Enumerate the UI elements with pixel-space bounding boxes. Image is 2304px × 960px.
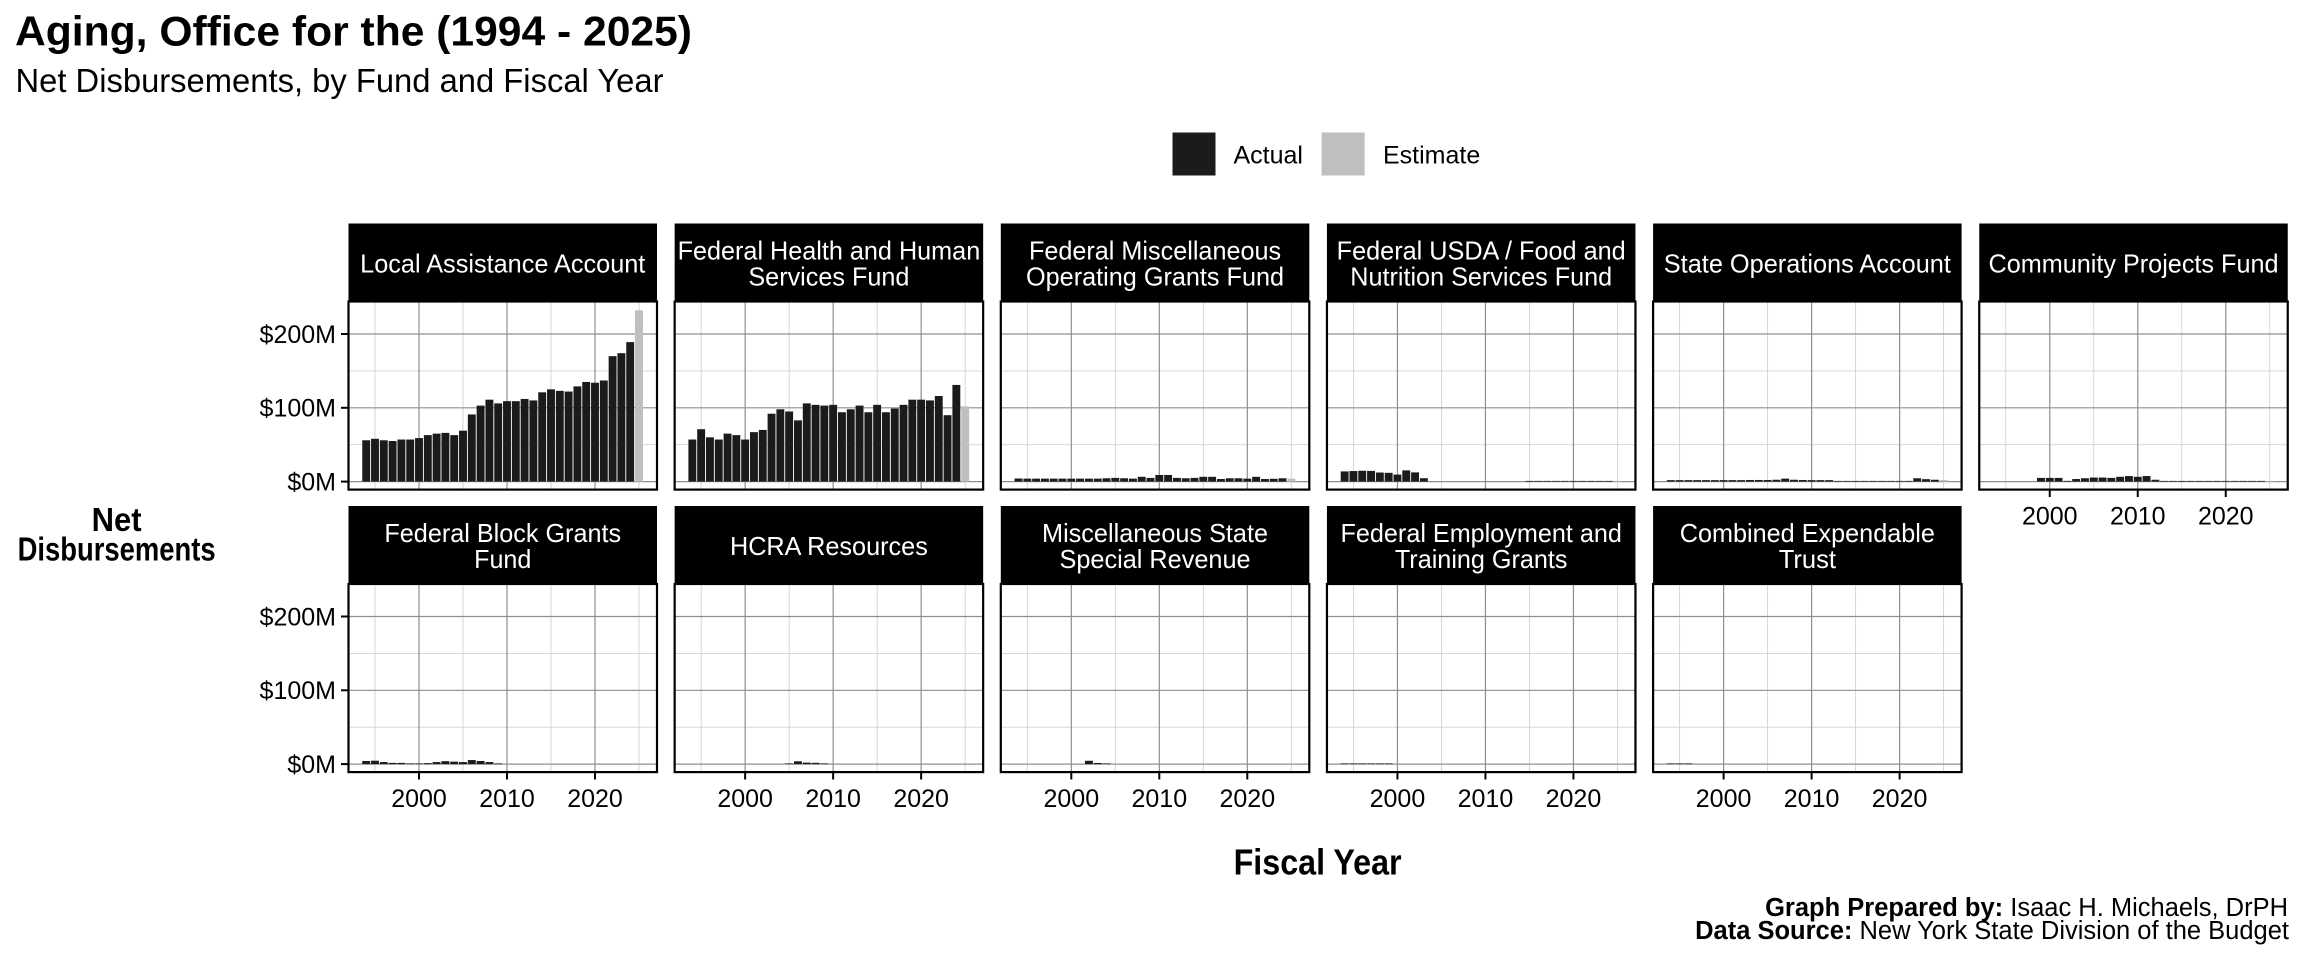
svg-text:HCRA Resources: HCRA Resources — [730, 531, 928, 561]
svg-text:Net Disbursements, by Fund and: Net Disbursements, by Fund and Fiscal Ye… — [16, 62, 664, 99]
svg-text:Federal USDA / Food and: Federal USDA / Food and — [1337, 236, 1626, 266]
svg-text:2010: 2010 — [1458, 785, 1514, 813]
svg-text:2020: 2020 — [567, 785, 623, 813]
svg-text:2020: 2020 — [2198, 502, 2254, 530]
svg-text:Graph Prepared by: Isaac H. Mi: Graph Prepared by: Isaac H. Michaels, Dr… — [1765, 894, 2288, 922]
svg-text:2010: 2010 — [479, 785, 535, 813]
svg-text:Trust: Trust — [1779, 544, 1837, 574]
svg-text:2020: 2020 — [1219, 785, 1275, 813]
svg-text:Federal Employment and: Federal Employment and — [1341, 518, 1622, 548]
svg-text:2000: 2000 — [717, 785, 773, 813]
svg-text:Federal Miscellaneous: Federal Miscellaneous — [1029, 236, 1281, 266]
svg-text:2010: 2010 — [1784, 785, 1840, 813]
svg-text:$200M: $200M — [260, 603, 336, 631]
svg-text:2000: 2000 — [1696, 785, 1752, 813]
svg-text:$0M: $0M — [287, 751, 336, 779]
svg-text:Local Assistance Account: Local Assistance Account — [360, 249, 646, 279]
svg-text:$0M: $0M — [287, 469, 336, 497]
svg-text:Federal Health and Human: Federal Health and Human — [678, 236, 981, 266]
svg-text:Operating Grants Fund: Operating Grants Fund — [1026, 261, 1284, 291]
svg-text:Nutrition Services Fund: Nutrition Services Fund — [1350, 261, 1612, 291]
svg-text:Special Revenue: Special Revenue — [1060, 544, 1251, 574]
svg-text:2000: 2000 — [2022, 502, 2078, 530]
svg-text:$100M: $100M — [260, 677, 336, 705]
svg-text:Fund: Fund — [474, 544, 531, 574]
svg-text:2010: 2010 — [1131, 785, 1187, 813]
svg-text:Community Projects Fund: Community Projects Fund — [1988, 249, 2278, 279]
svg-text:Federal Block Grants: Federal Block Grants — [384, 518, 621, 548]
svg-text:State Operations Account: State Operations Account — [1664, 249, 1952, 279]
svg-text:2020: 2020 — [893, 785, 949, 813]
svg-text:Fiscal Year: Fiscal Year — [1234, 841, 1402, 882]
svg-text:2000: 2000 — [391, 785, 447, 813]
svg-text:Estimate: Estimate — [1383, 141, 1480, 169]
svg-text:2000: 2000 — [1043, 785, 1099, 813]
svg-text:2010: 2010 — [805, 785, 861, 813]
svg-text:Miscellaneous State: Miscellaneous State — [1042, 518, 1268, 548]
svg-text:2000: 2000 — [1370, 785, 1426, 813]
svg-text:Net: Net — [92, 501, 142, 538]
svg-text:Data Source: New York State Di: Data Source: New York State Division of … — [1695, 917, 2289, 945]
svg-text:Actual: Actual — [1234, 141, 1303, 169]
svg-text:2020: 2020 — [1546, 785, 1602, 813]
svg-text:Aging, Office for the (1994 -: Aging, Office for the (1994 - 2025) — [15, 8, 692, 55]
svg-text:Services Fund: Services Fund — [748, 261, 909, 291]
svg-text:2020: 2020 — [1872, 785, 1928, 813]
svg-text:2010: 2010 — [2110, 502, 2166, 530]
svg-text:Training Grants: Training Grants — [1395, 544, 1568, 574]
svg-text:$100M: $100M — [260, 395, 336, 423]
svg-text:$200M: $200M — [260, 321, 336, 349]
svg-text:Combined Expendable: Combined Expendable — [1680, 518, 1935, 548]
svg-text:Disbursements: Disbursements — [18, 530, 216, 567]
